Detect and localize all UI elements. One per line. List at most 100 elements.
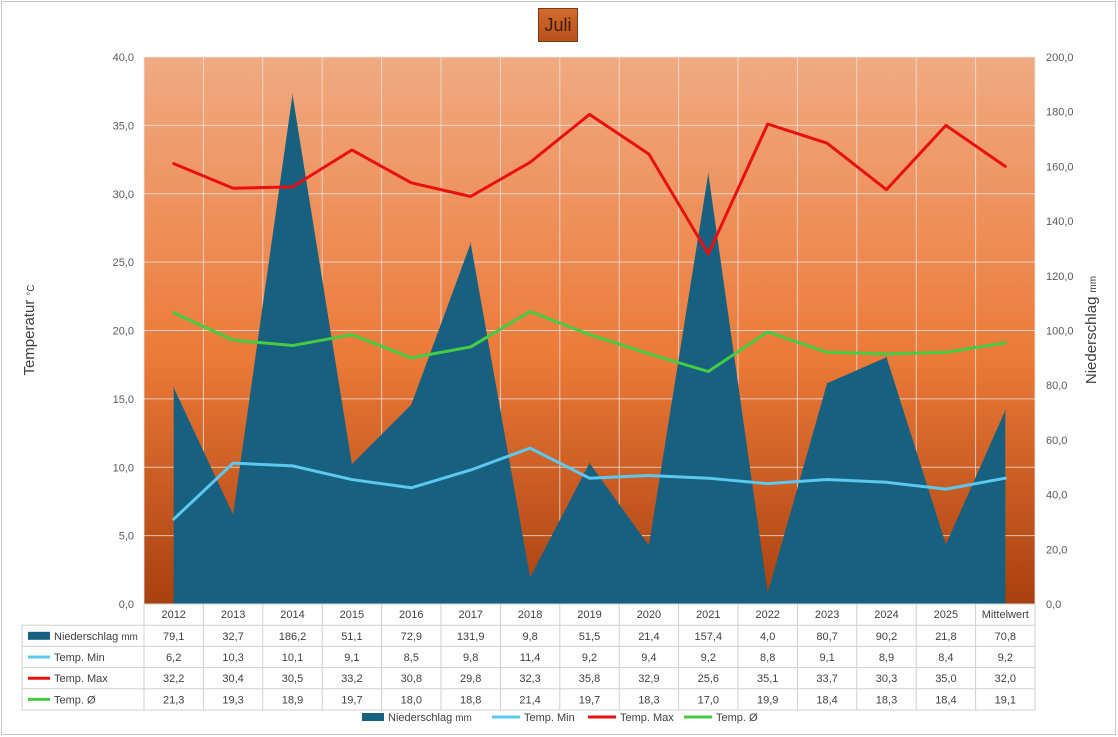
- data-point-3: [410, 357, 412, 359]
- y-right-tick-label: 40,0: [1046, 490, 1067, 502]
- table-cell-value: 18,3: [876, 694, 897, 706]
- table-cell-value: 8,5: [404, 652, 419, 664]
- data-point-2: [470, 195, 472, 197]
- y-right-tick-label: 140,0: [1046, 216, 1074, 228]
- table-cell-value: 19,7: [579, 694, 600, 706]
- table-cell-value: 4,0: [760, 631, 775, 643]
- x-category-label: 2018: [518, 609, 542, 621]
- data-point-1: [945, 488, 947, 490]
- data-point-2: [232, 187, 234, 189]
- y-right-tick-label: 60,0: [1046, 435, 1067, 447]
- y-left-tick-label: 10,0: [113, 462, 134, 474]
- data-point-1: [826, 479, 828, 481]
- table-cell-value: 19,7: [341, 694, 362, 706]
- chart-title-box: Juli: [538, 8, 578, 42]
- y-left-tick-label: 25,0: [113, 257, 134, 269]
- data-point-3: [232, 339, 234, 341]
- x-category-label: 2012: [161, 609, 185, 621]
- x-category-label: 2021: [696, 609, 720, 621]
- y-left-tick-label: 30,0: [113, 189, 134, 201]
- x-category-label: 2024: [874, 609, 898, 621]
- table-cell-value: 17,0: [698, 694, 719, 706]
- data-point-2: [886, 189, 887, 191]
- table-cell-value: 9,2: [701, 652, 716, 664]
- legend: Niederschlag mm Temp. Min Temp. Max Temp. Ø: [362, 712, 758, 724]
- table-cell-value: 30,8: [401, 673, 422, 685]
- data-point-niederschlag: [886, 356, 887, 358]
- data-point-3: [470, 346, 472, 348]
- data-point-1: [707, 477, 709, 479]
- x-category-label: 2016: [399, 609, 423, 621]
- table-cell-value: 19,3: [222, 694, 243, 706]
- axes-layer: 0,0 5,0 10,0 15,0 20,0 25,0 30,0 35,0 40,0 0,0 20,…: [21, 52, 1100, 611]
- data-point-1: [589, 477, 590, 479]
- y-right-tick-label: 200,0: [1046, 52, 1074, 64]
- precipitation-area-layer: [173, 94, 1006, 605]
- data-point-niederschlag: [351, 463, 353, 465]
- data-point-2: [707, 253, 709, 255]
- data-point-3: [886, 353, 887, 355]
- table-cell-value: 9,1: [344, 652, 359, 664]
- table-cell-value: 32,9: [638, 673, 659, 685]
- table-cell-value: 35,0: [935, 673, 956, 685]
- data-point-niederschlag: [410, 404, 412, 406]
- data-point-1: [1004, 477, 1006, 479]
- y-left-tick-label: 40,0: [113, 52, 134, 64]
- series-area-niederschlag: [173, 94, 1006, 605]
- y-right-tick-label: 180,0: [1046, 107, 1074, 119]
- table-cell-value: 25,6: [698, 673, 719, 685]
- data-point-1: [410, 487, 412, 489]
- y-right-tick-label: 0,0: [1046, 599, 1061, 611]
- y-right-tick-label: 20,0: [1046, 544, 1067, 556]
- table-legend-key: [28, 631, 50, 640]
- table-cell-value: 157,4: [695, 631, 723, 643]
- x-category-label: 2017: [458, 609, 482, 621]
- data-point-2: [648, 153, 650, 155]
- y-right-tick-label: 100,0: [1046, 326, 1074, 338]
- table-cell-value: 9,8: [463, 652, 478, 664]
- table-cell-value: 18,3: [638, 694, 659, 706]
- table-cell-value: 35,1: [757, 673, 778, 685]
- x-category-label: 2023: [815, 609, 839, 621]
- data-point-3: [589, 334, 590, 336]
- data-point-1: [767, 483, 769, 485]
- data-point-2: [351, 149, 353, 151]
- x-category-label: Mittelwert: [982, 609, 1029, 621]
- table-cell-value: 80,7: [816, 631, 837, 643]
- table-cell-value: 30,4: [222, 673, 243, 685]
- table-cell-value: 19,1: [995, 694, 1016, 706]
- table-cell-value: 30,3: [876, 673, 897, 685]
- data-point-1: [886, 481, 887, 483]
- data-point-niederschlag: [1004, 409, 1006, 411]
- data-point-2: [945, 124, 947, 126]
- table-cell-value: 33,7: [816, 673, 837, 685]
- data-point-3: [767, 331, 769, 333]
- table-cell-value: 11,4: [520, 652, 541, 664]
- legend-key-niederschlag: [362, 713, 384, 721]
- x-category-label: 2014: [280, 609, 304, 621]
- table-cell-value: 70,8: [995, 631, 1016, 643]
- y-right-tick-label: 80,0: [1046, 380, 1067, 392]
- data-point-2: [589, 113, 590, 115]
- table-cell-value: 32,3: [519, 673, 540, 685]
- table-cell-value: 131,9: [457, 631, 485, 643]
- legend-label: Temp. Max: [620, 712, 674, 724]
- table-cell-value: 8,9: [879, 652, 894, 664]
- y-left-tick-label: 15,0: [113, 394, 134, 406]
- table-cell-value: 35,8: [579, 673, 600, 685]
- table-cell-value: 32,0: [995, 673, 1016, 685]
- table-cell-value: 29,8: [460, 673, 481, 685]
- x-category-label: 2019: [577, 609, 601, 621]
- x-category-label: 2025: [934, 609, 958, 621]
- legend-label: Niederschlag mm: [388, 712, 472, 724]
- data-point-2: [529, 161, 531, 163]
- data-point-3: [648, 353, 650, 355]
- data-point-niederschlag: [826, 382, 828, 384]
- data-point-3: [529, 310, 531, 312]
- data-point-niederschlag: [707, 173, 709, 175]
- table-cell-value: 30,5: [282, 673, 303, 685]
- table-cell-value: 19,9: [757, 694, 778, 706]
- legend-label: Temp. Ø: [716, 712, 758, 724]
- table-cell-value: 21,4: [638, 631, 659, 643]
